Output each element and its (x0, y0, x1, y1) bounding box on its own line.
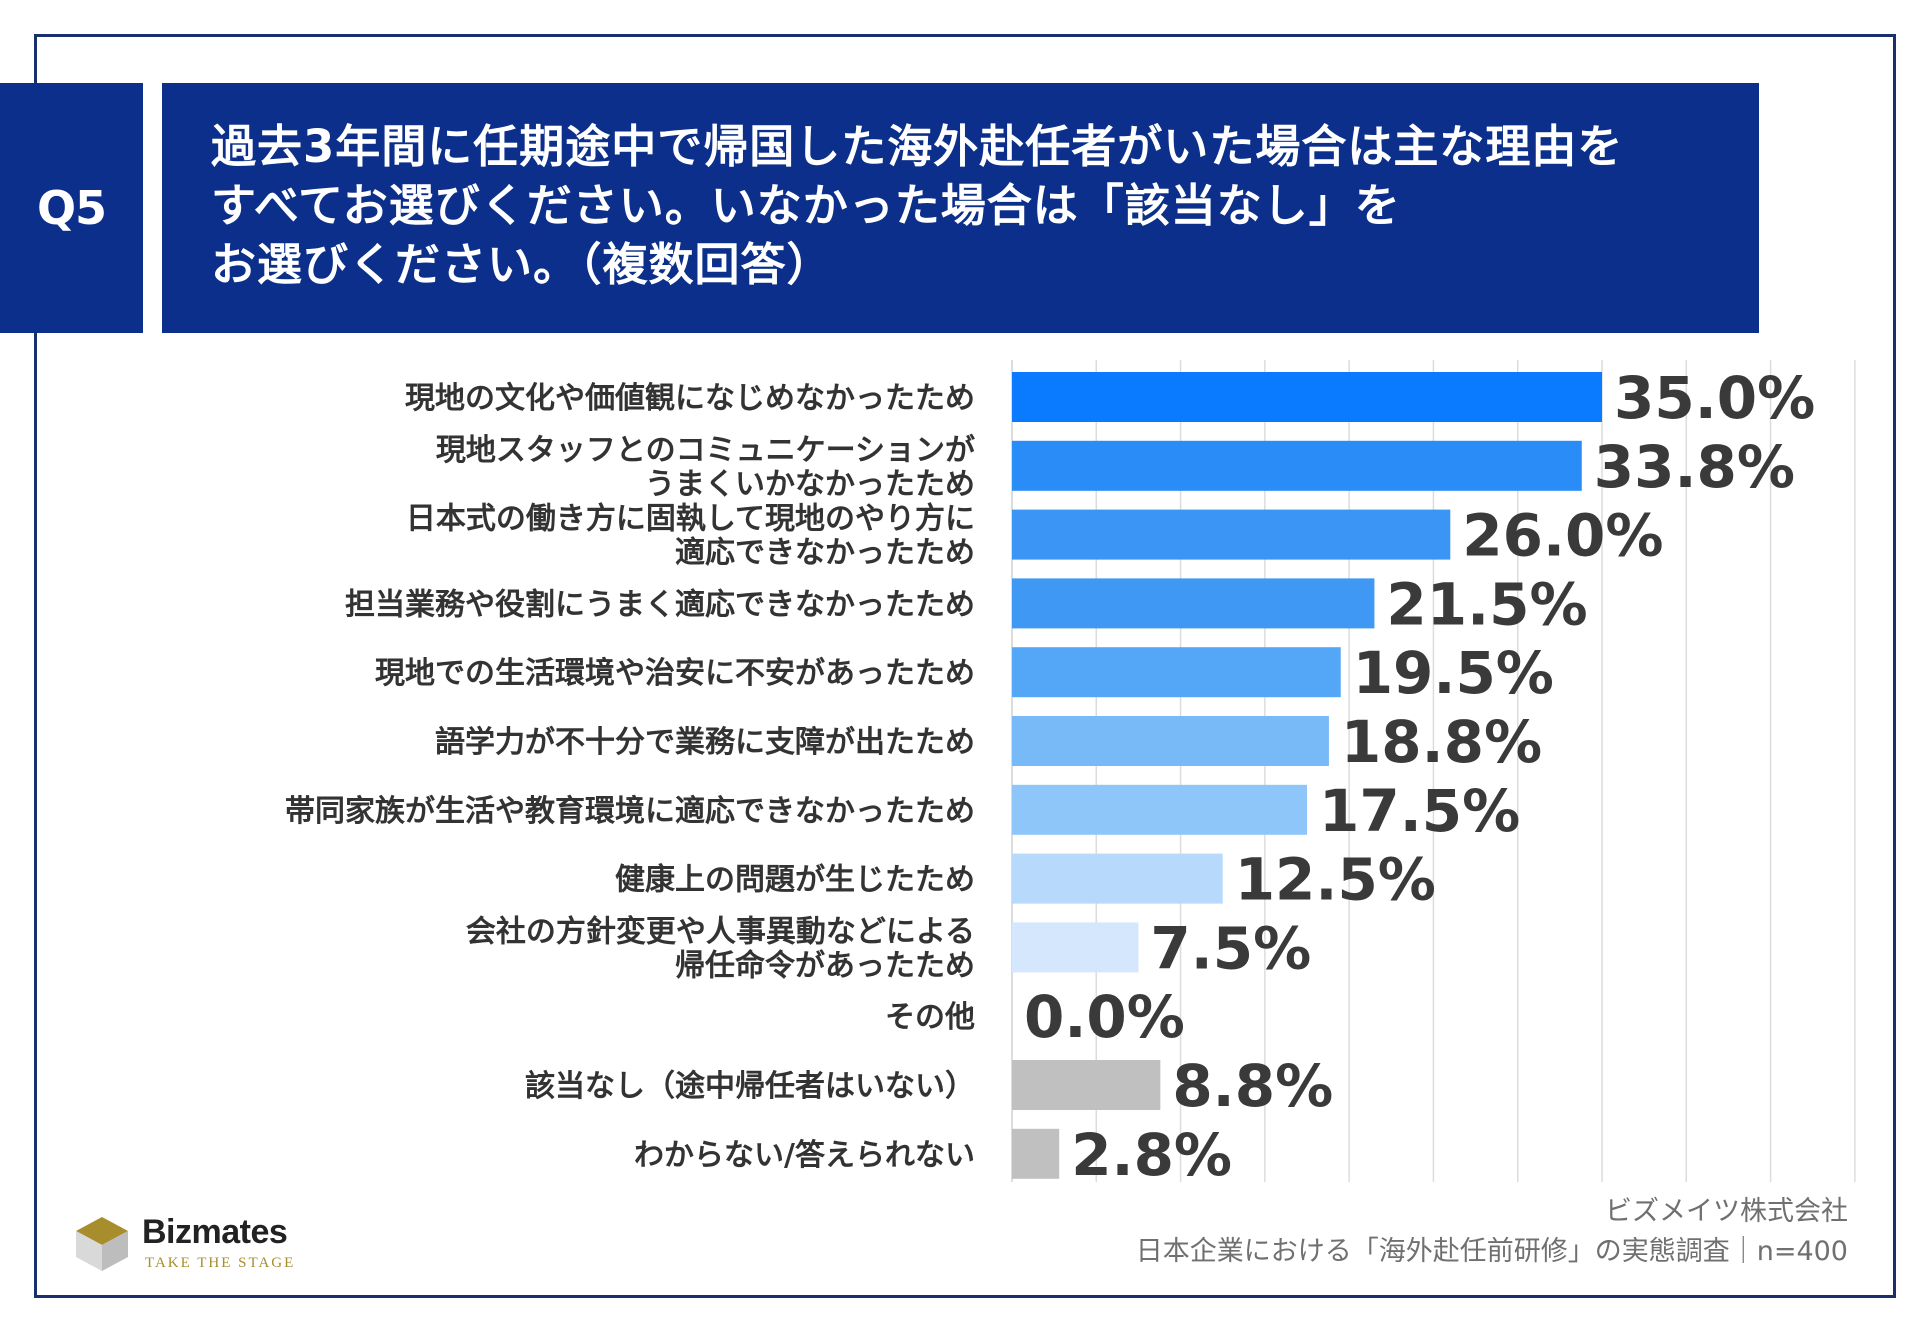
category-label: 該当なし（途中帰任者はいない） (525, 1069, 975, 1104)
value-label: 12.5% (1235, 846, 1436, 914)
category-label: うまくいかなかったため (645, 467, 975, 502)
bar (1012, 440, 1582, 491)
value-label: 35.0% (1614, 364, 1815, 432)
bizmates-logo: Bizmates TAKE THE STAGE (74, 1213, 334, 1273)
category-label: その他 (885, 1000, 975, 1035)
category-label: 語学力が不十分で業務に支障が出たため (435, 725, 975, 760)
value-label: 33.8% (1594, 433, 1795, 501)
category-label: 現地での生活環境や治安に不安があったため (375, 656, 975, 691)
bar (1012, 716, 1329, 766)
value-label: 7.5% (1150, 914, 1311, 982)
value-label: 21.5% (1386, 570, 1587, 638)
category-label: 現地スタッフとのコミュニケーションが (436, 433, 975, 468)
value-label: 19.5% (1353, 639, 1554, 707)
chart-frame (34, 34, 1896, 1298)
question-number-badge: Q5 (0, 83, 143, 333)
category-label: 健康上の問題が生じたため (615, 863, 975, 898)
category-label: 日本式の働き方に固執して現地のやり方に (406, 502, 975, 537)
category-label: 適応できなかったため (675, 536, 975, 571)
category-label: 担当業務や役割にうまく適応できなかったため (345, 587, 975, 622)
value-label: 26.0% (1462, 502, 1663, 570)
credit-source: 日本企業における「海外赴任前研修」の実態調査｜n=400 (1135, 1236, 1848, 1267)
bar (1012, 853, 1223, 904)
logo-tagline: TAKE THE STAGE (145, 1255, 296, 1271)
value-label: 2.8% (1071, 1121, 1232, 1189)
value-labels: 35.0%33.8%26.0%21.5%19.5%18.8%17.5%12.5%… (1024, 364, 1815, 1189)
question-line: 過去3年間に任期途中で帰国した海外赴任者がいた場合は主な理由を (211, 120, 1624, 173)
logo-cube-icon (76, 1217, 128, 1271)
logo-name: Bizmates (142, 1213, 288, 1251)
value-label: 8.8% (1172, 1052, 1333, 1120)
bar (1012, 1128, 1060, 1179)
bar (1012, 784, 1307, 835)
bars (1012, 372, 1602, 1179)
category-label: 現地の文化や価値観になじめなかったため (405, 381, 975, 416)
credit-company: ビズメイツ株式会社 (1605, 1196, 1848, 1227)
question-title-box: 過去3年間に任期途中で帰国した海外赴任者がいた場合は主な理由を すべてお選びくだ… (162, 83, 1759, 333)
bar (1012, 922, 1139, 973)
source-credit: ビズメイツ株式会社 日本企業における「海外赴任前研修」の実態調査｜n=400 (1136, 1192, 1848, 1272)
bar (1012, 372, 1602, 422)
value-label: 17.5% (1319, 777, 1520, 845)
category-label: 会社の方針変更や人事異動などによる (466, 914, 975, 949)
question-line: お選びください。（複数回答） (211, 238, 833, 291)
bar (1012, 578, 1375, 629)
category-label: わからない/答えられない (634, 1138, 975, 1173)
gridlines (1011, 360, 1856, 1182)
bar (1012, 1060, 1161, 1110)
category-label: 帰任命令があったため (675, 948, 975, 983)
category-labels: 現地の文化や価値観になじめなかったため現地スタッフとのコミュニケーションがうまく… (285, 381, 975, 1173)
value-label: 18.8% (1341, 708, 1542, 776)
bar (1012, 647, 1341, 698)
value-label: 0.0% (1024, 983, 1185, 1051)
bar (1012, 509, 1451, 560)
category-label: 帯同家族が生活や教育環境に適応できなかったため (285, 794, 975, 829)
question-line: すべてお選びください。いなかった場合は「該当なし」を (211, 179, 1401, 232)
